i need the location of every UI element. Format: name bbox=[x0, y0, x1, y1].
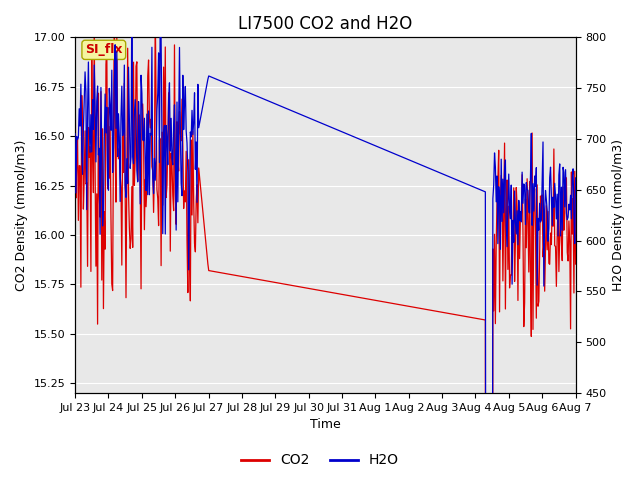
Legend: CO2, H2O: CO2, H2O bbox=[236, 448, 404, 473]
Y-axis label: H2O Density (mmol/m3): H2O Density (mmol/m3) bbox=[612, 139, 625, 291]
Text: SI_flx: SI_flx bbox=[85, 43, 122, 56]
Title: LI7500 CO2 and H2O: LI7500 CO2 and H2O bbox=[238, 15, 412, 33]
Y-axis label: CO2 Density (mmol/m3): CO2 Density (mmol/m3) bbox=[15, 140, 28, 291]
X-axis label: Time: Time bbox=[310, 419, 340, 432]
